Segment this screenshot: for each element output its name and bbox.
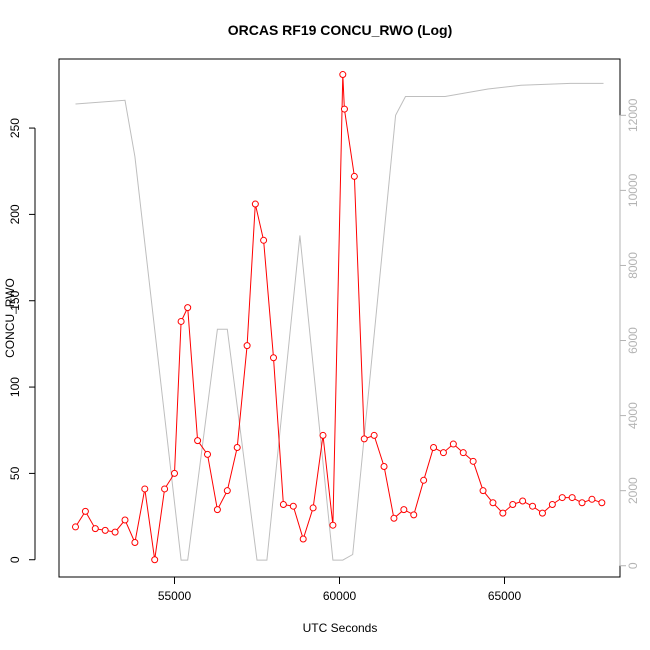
bottom-tick-label: 65000 xyxy=(488,589,522,603)
data-point xyxy=(588,495,596,503)
data-point xyxy=(538,509,546,517)
left-tick-label: 250 xyxy=(8,118,22,138)
left-tick-label: 150 xyxy=(8,290,22,310)
data-point xyxy=(370,431,378,439)
data-point xyxy=(329,521,337,529)
left-axis: 0 50 100 150 200 250 xyxy=(8,118,36,563)
right-tick-label: 10000 xyxy=(626,173,640,207)
right-tick-label: 6000 xyxy=(626,327,640,354)
data-point xyxy=(279,500,287,508)
right-tick-label: 4000 xyxy=(626,402,640,429)
y-axis-label: CONCU_RWO xyxy=(3,278,17,358)
data-point xyxy=(380,462,388,470)
data-point xyxy=(141,485,149,493)
data-point xyxy=(299,535,307,543)
data-point xyxy=(459,449,467,457)
data-point xyxy=(529,502,537,510)
data-point xyxy=(243,342,251,350)
data-point xyxy=(578,499,586,507)
data-point xyxy=(350,172,358,180)
x-axis-label: UTC Seconds xyxy=(303,621,378,635)
data-point xyxy=(598,499,606,507)
data-point xyxy=(340,105,348,113)
data-point xyxy=(121,516,129,524)
left-tick-label: 50 xyxy=(8,466,22,480)
data-point xyxy=(111,528,119,536)
data-point xyxy=(260,236,268,244)
data-point xyxy=(390,514,398,522)
chart-title: ORCAS RF19 CONCU_RWO (Log) xyxy=(228,22,453,38)
data-point xyxy=(449,440,457,448)
right-tick-label: 12000 xyxy=(626,98,640,132)
data-point xyxy=(251,200,259,208)
data-point xyxy=(151,556,159,564)
data-point xyxy=(319,431,327,439)
data-point xyxy=(410,511,418,519)
data-point xyxy=(420,476,428,484)
data-point xyxy=(430,444,438,451)
data-point xyxy=(309,504,317,512)
data-point xyxy=(101,526,109,534)
data-point xyxy=(548,500,556,508)
data-point xyxy=(91,525,99,533)
right-axis: 0 2000 4000 6000 8000 10000 12000 xyxy=(619,98,640,569)
data-point xyxy=(289,502,297,510)
bottom-tick-label: 60000 xyxy=(323,589,357,603)
data-point xyxy=(72,523,79,531)
secondary-series-line xyxy=(75,82,604,561)
data-point xyxy=(439,449,447,457)
data-point xyxy=(568,494,576,502)
data-point xyxy=(161,485,169,493)
data-point xyxy=(233,444,241,451)
data-point xyxy=(184,304,192,312)
data-point xyxy=(499,509,507,517)
data-point xyxy=(509,500,517,508)
bottom-axis: 55000 60000 65000 xyxy=(158,576,522,603)
data-point xyxy=(131,538,139,546)
data-point xyxy=(479,487,487,495)
left-tick-label: 200 xyxy=(8,204,22,224)
data-point xyxy=(177,317,185,325)
data-point xyxy=(558,494,566,502)
series-layer xyxy=(72,71,606,564)
left-tick-label: 0 xyxy=(8,556,22,563)
data-point xyxy=(489,499,497,507)
data-point xyxy=(339,71,347,79)
right-tick-label: 2000 xyxy=(626,477,640,504)
data-point xyxy=(213,506,221,514)
bottom-tick-label: 55000 xyxy=(158,589,192,603)
data-point xyxy=(171,469,178,477)
data-point xyxy=(223,487,231,495)
primary-series-line xyxy=(75,74,603,560)
data-point xyxy=(194,437,202,445)
data-point xyxy=(270,354,277,362)
data-point xyxy=(519,497,527,505)
data-point xyxy=(400,506,408,514)
data-point xyxy=(469,457,477,465)
right-tick-label: 0 xyxy=(626,562,640,569)
left-tick-label: 100 xyxy=(8,377,22,397)
data-point xyxy=(360,435,368,443)
right-tick-label: 8000 xyxy=(626,252,640,279)
data-point xyxy=(204,450,211,458)
data-point xyxy=(81,507,89,515)
